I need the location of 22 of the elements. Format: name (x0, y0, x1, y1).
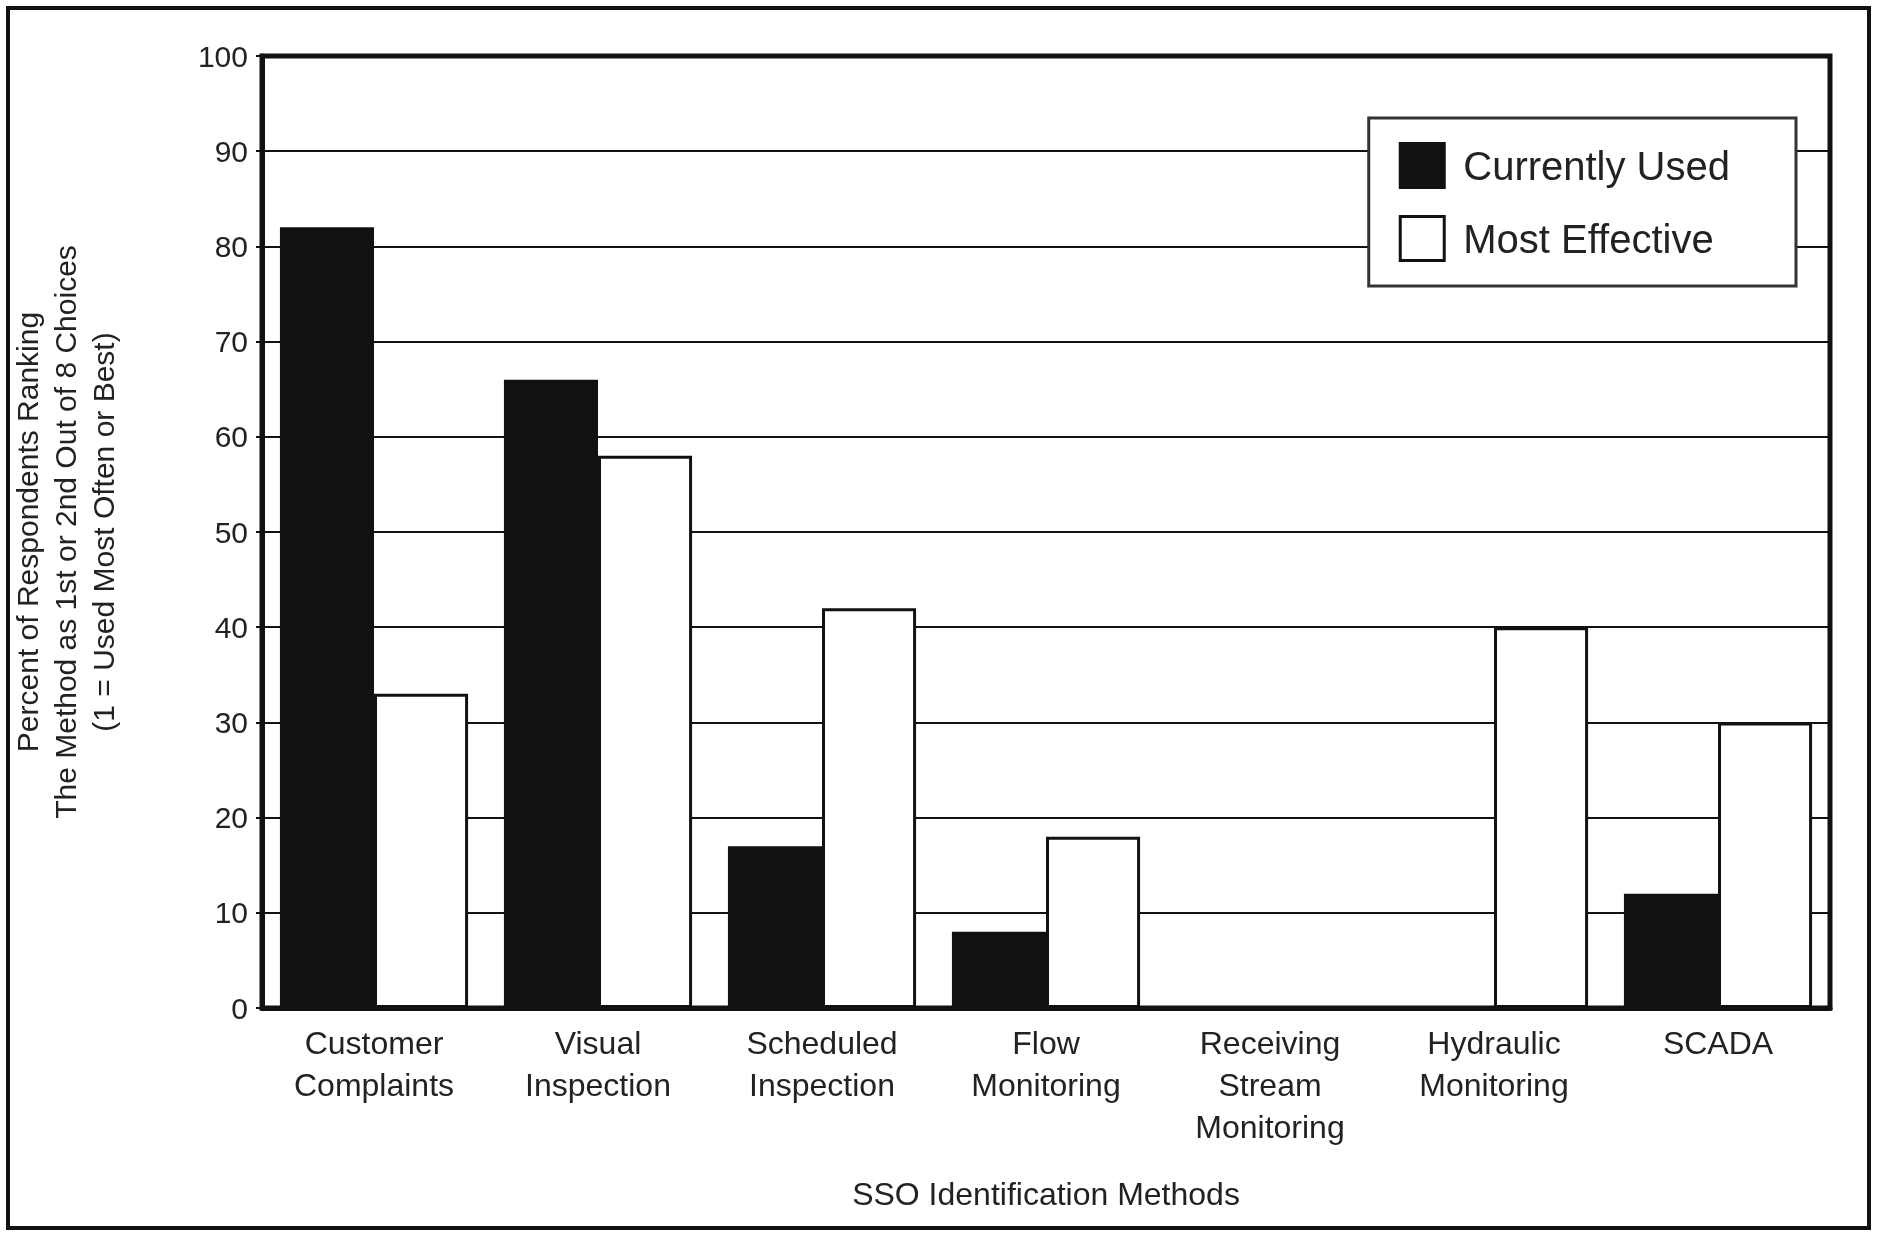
x-axis-title: SSO Identification Methods (852, 1176, 1240, 1212)
y-tick-label: 90 (214, 134, 248, 168)
x-tick-label: Scheduled Inspection (746, 1025, 898, 1103)
x-tick-label: Hydraulic Monitoring (1419, 1025, 1569, 1103)
x-tick-label: SCADA (1662, 1025, 1774, 1061)
y-tick-label: 50 (214, 515, 248, 549)
y-tick-label: 10 (214, 896, 248, 930)
y-tick-label: 20 (214, 801, 248, 835)
y-tick-label: 40 (214, 610, 248, 644)
y-axis-title: Percent of Respondents Ranking The Method as 1st or 2nd Out of 8 Choices (1 = Used Most Often or Best) (10, 245, 120, 819)
y-tick-label: 80 (214, 229, 248, 263)
x-tick-label: Flow Monitoring (971, 1025, 1121, 1103)
legend-label: Most Effective (1463, 216, 1714, 261)
y-tick-label: 70 (214, 325, 248, 359)
x-tick-label: Receiving Stream Monitoring (1195, 1025, 1345, 1145)
y-tick-label: 0 (231, 991, 248, 1025)
x-tick-label: Visual Inspection (525, 1025, 671, 1103)
y-tick-label: 30 (214, 705, 248, 739)
x-tick-label: Customer Complaints (293, 1025, 455, 1103)
y-tick-label: 60 (214, 420, 248, 454)
y-tick-label: 100 (197, 39, 248, 73)
legend-label: Currently Used (1463, 143, 1731, 188)
